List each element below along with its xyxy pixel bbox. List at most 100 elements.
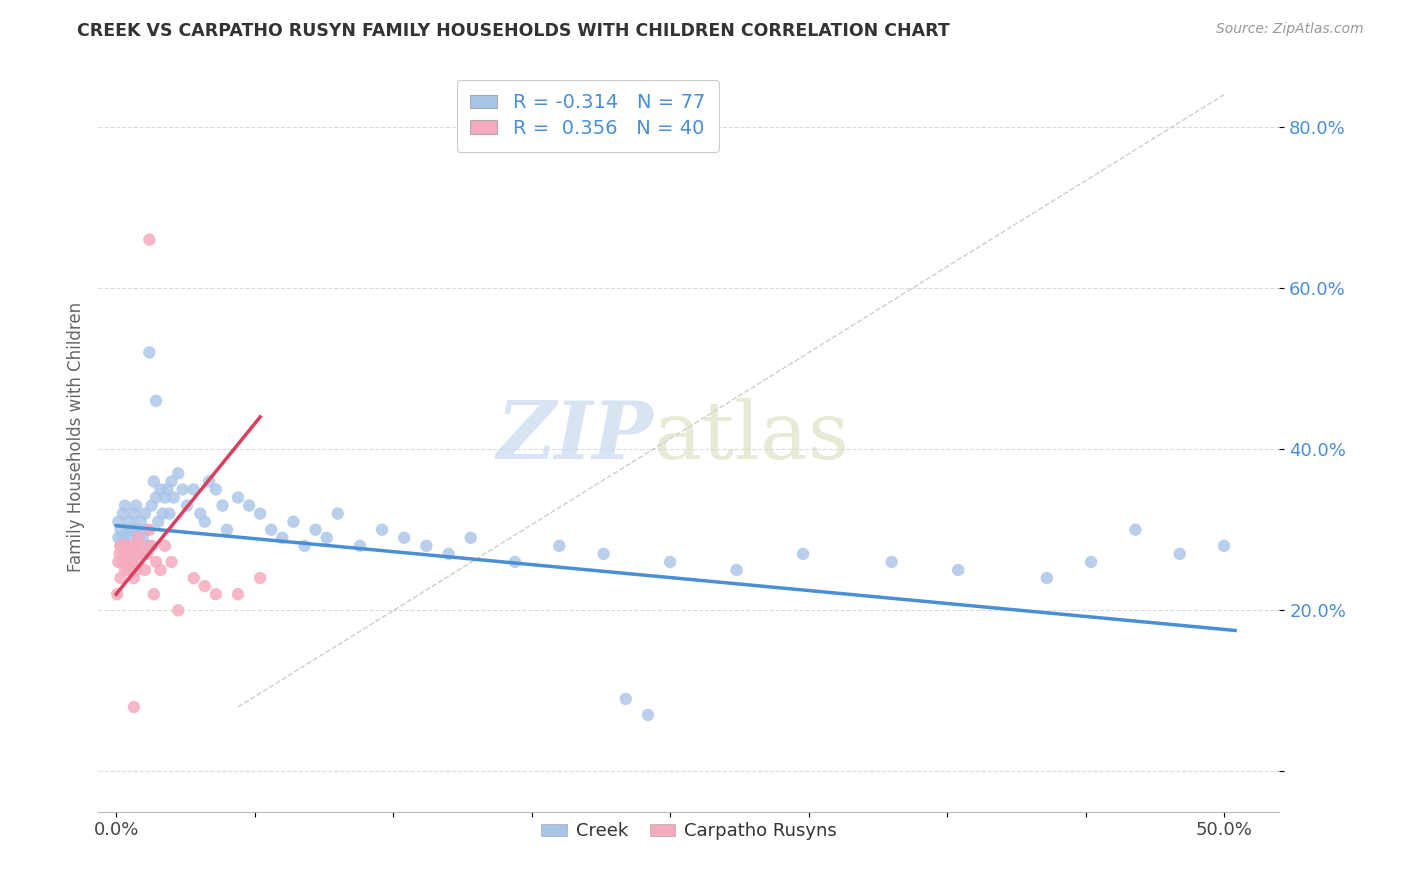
Point [127,531,149,545]
Point [725,563,748,577]
Point [134,563,156,577]
Point [194,515,217,529]
Point [121,555,143,569]
Point [110,523,132,537]
Point [637,708,659,723]
Point [1036,571,1059,585]
Point [1168,547,1191,561]
Point [138,523,160,537]
Point [160,475,183,489]
Point [141,499,163,513]
Point [1125,523,1147,537]
Point [283,515,305,529]
Point [142,587,165,601]
Point [145,491,167,505]
Point [249,507,271,521]
Point [392,531,415,545]
Point [1080,555,1102,569]
Point [172,483,194,497]
Point [111,507,134,521]
Point [188,507,211,521]
Point [125,547,148,561]
Point [142,475,165,489]
Point [149,483,172,497]
Point [132,539,155,553]
Point [118,531,141,545]
Point [115,523,138,537]
Point [153,491,176,505]
Point [122,507,145,521]
Point [136,523,159,537]
Point [437,547,460,561]
Point [880,555,903,569]
Point [115,539,138,553]
Point [167,467,190,481]
Point [271,531,294,545]
Point [238,499,260,513]
Point [107,515,129,529]
Point [153,539,176,553]
Point [125,539,148,553]
Point [149,563,172,577]
Point [1213,539,1236,553]
Point [118,515,141,529]
Point [183,571,205,585]
Point [249,571,271,585]
Point [152,507,174,521]
Point [460,531,482,545]
Y-axis label: Family Households with Children: Family Households with Children [66,302,84,572]
Point [138,233,160,247]
Point [118,563,141,577]
Point [105,587,128,601]
Point [415,539,437,553]
Point [115,539,138,553]
Point [122,700,145,714]
Point [215,523,238,537]
Point [136,547,159,561]
Text: ZIP: ZIP [496,399,654,475]
Point [946,563,969,577]
Point [125,563,148,577]
Point [134,507,156,521]
Point [138,345,160,359]
Point [315,531,337,545]
Text: CREEK VS CARPATHO RUSYN FAMILY HOUSEHOLDS WITH CHILDREN CORRELATION CHART: CREEK VS CARPATHO RUSYN FAMILY HOUSEHOLD… [77,22,950,40]
Point [129,547,152,561]
Point [371,523,394,537]
Point [349,539,371,553]
Point [107,531,129,545]
Text: atlas: atlas [654,398,849,476]
Point [148,515,170,529]
Point [614,692,637,706]
Point [157,507,180,521]
Point [122,539,145,553]
Point [211,499,233,513]
Point [129,515,152,529]
Point [205,587,228,601]
Point [260,523,283,537]
Point [160,555,183,569]
Point [111,539,134,553]
Point [111,555,134,569]
Point [141,539,163,553]
Point [194,579,217,593]
Point [226,491,249,505]
Point [110,539,132,553]
Point [176,499,198,513]
Point [183,483,205,497]
Point [156,483,179,497]
Point [304,523,326,537]
Point [110,571,132,585]
Point [659,555,682,569]
Point [122,523,145,537]
Legend: Creek, Carpatho Rusyns: Creek, Carpatho Rusyns [534,815,844,847]
Point [121,523,143,537]
Point [138,539,160,553]
Point [326,507,349,521]
Point [145,555,167,569]
Point [121,547,143,561]
Point [592,547,614,561]
Point [294,539,316,553]
Point [114,499,136,513]
Point [205,483,228,497]
